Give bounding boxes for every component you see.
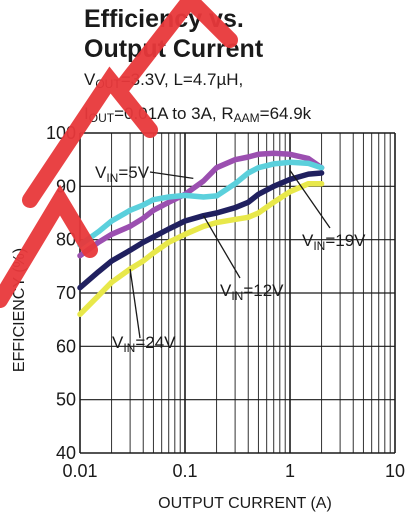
y-axis-label: EFFICIENCY (%) xyxy=(11,248,28,372)
series-label: VIN=19V xyxy=(302,231,366,253)
y-tick-label: 100 xyxy=(46,123,76,143)
series-label: VIN=12V xyxy=(220,281,284,303)
x-tick-label: 0.01 xyxy=(62,461,97,481)
y-tick-label: 50 xyxy=(56,390,76,410)
series-line-vin-24v xyxy=(77,180,325,318)
y-tick-label: 60 xyxy=(56,336,76,356)
callout-leader xyxy=(289,169,331,229)
x-axis-label: OUTPUT CURRENT (A) xyxy=(158,495,332,512)
series-label: VIN=24V xyxy=(112,333,176,355)
x-tick-label: 1 xyxy=(285,461,295,481)
cond2-r-sub: AAM xyxy=(233,111,260,125)
callout-leader xyxy=(202,215,241,279)
y-tick-label: 70 xyxy=(56,283,76,303)
callout-leader xyxy=(129,268,141,339)
series-label: VIN=5V xyxy=(95,163,150,185)
x-tick-label: 10 xyxy=(385,461,405,481)
y-tick-label: 90 xyxy=(56,176,76,196)
cond2-rest2: =64.9k xyxy=(259,104,312,123)
series-line-vin-5v xyxy=(77,150,325,259)
x-tick-label: 0.1 xyxy=(172,461,197,481)
callout-leader xyxy=(149,171,194,179)
series-callouts: VIN=5V VIN=12V VIN=19V VIN=24V xyxy=(95,163,366,355)
series-line-vin-19v xyxy=(77,159,325,248)
y-tick-label: 80 xyxy=(56,230,76,250)
y-tick-label: 40 xyxy=(56,443,76,463)
